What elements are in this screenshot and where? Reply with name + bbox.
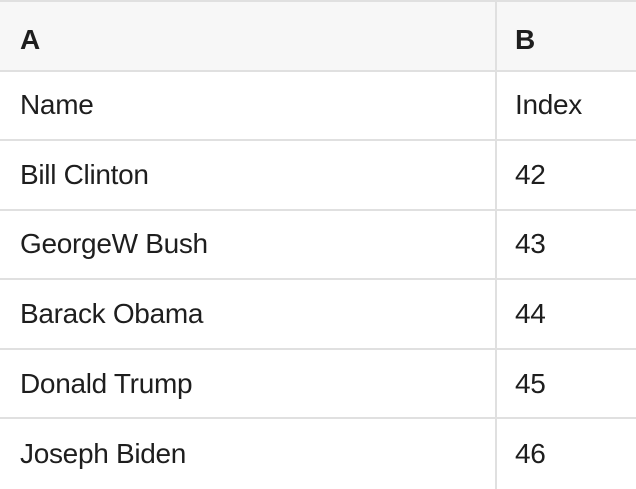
cell-b[interactable]: 45	[515, 367, 546, 399]
cell-a[interactable]: Joseph Biden	[0, 419, 497, 489]
cell-a[interactable]: Bill Clinton	[0, 141, 497, 209]
table-row: Bill Clinton 42	[0, 141, 636, 211]
table-row: Name Index	[0, 71, 636, 142]
cell-b[interactable]: 44	[515, 298, 546, 330]
column-header-row: A B	[0, 2, 636, 72]
column-header-b[interactable]: B	[515, 24, 535, 56]
column-header-a[interactable]: A	[0, 2, 497, 70]
table-row: GeorgeW Bush 43	[0, 210, 636, 281]
cell-a[interactable]: Name	[0, 71, 497, 140]
cell-a[interactable]: GeorgeW Bush	[0, 210, 497, 279]
cell-b[interactable]: 46	[515, 438, 546, 470]
cell-b[interactable]: 43	[515, 228, 546, 260]
cell-a[interactable]: Barack Obama	[0, 280, 497, 348]
cell-a[interactable]: Donald Trump	[0, 349, 497, 418]
table-row: Joseph Biden 46	[0, 419, 636, 489]
table-row: Donald Trump 45	[0, 349, 636, 420]
cell-b[interactable]: Index	[515, 89, 582, 121]
table-row: Barack Obama 44	[0, 280, 636, 350]
cell-b[interactable]: 42	[515, 158, 546, 190]
